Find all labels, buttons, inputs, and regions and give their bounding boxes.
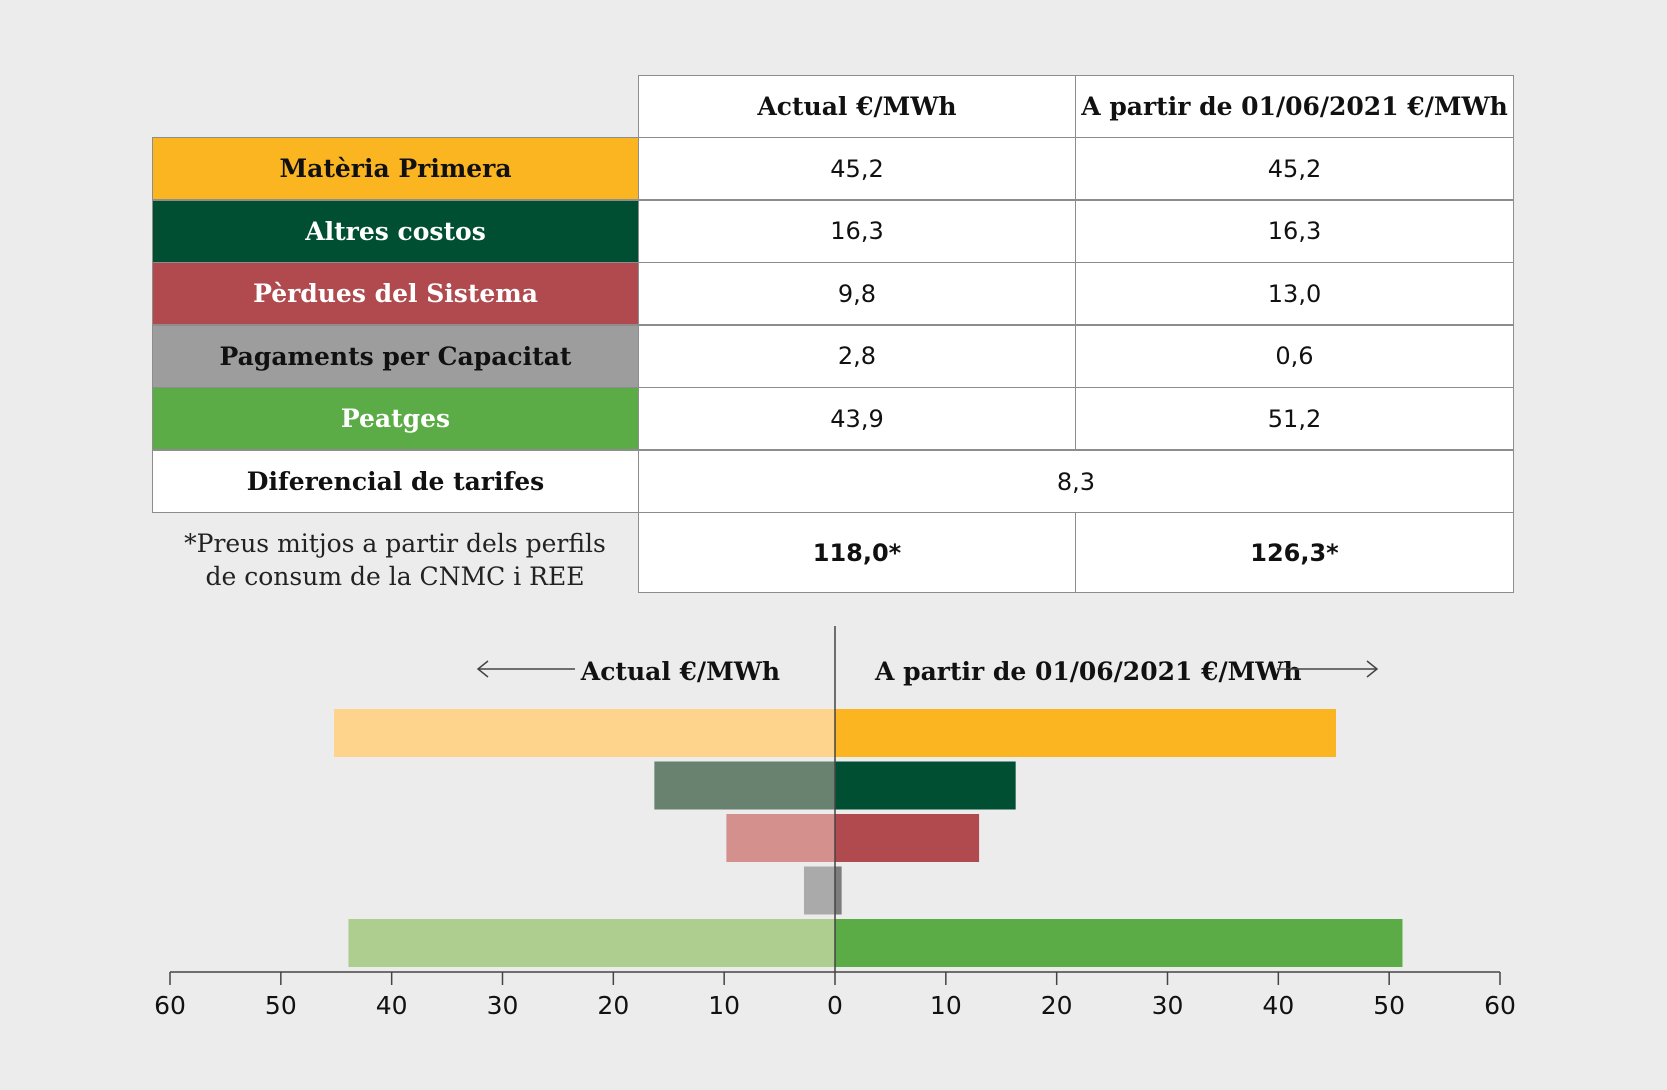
x-tick-label: 20: [1041, 991, 1073, 1020]
row-value-actual: 16,3: [638, 199, 1076, 263]
x-tick-label: 10: [930, 991, 962, 1020]
row-label: Pagaments per Capacitat: [152, 324, 639, 388]
left-title: Actual €/MWh: [580, 657, 780, 686]
footnote-line-1: *Preus mitjos a partir dels perfils: [184, 529, 606, 558]
bar-left: [803, 866, 835, 915]
row-value-new: 16,3: [1075, 199, 1514, 263]
row-value-new: 45,2: [1075, 137, 1514, 200]
row-value-actual: 45,2: [638, 137, 1076, 200]
x-axis-ticks: 60 50 40 30 20 10 0 10 20 30 40 50 60: [154, 972, 1516, 1020]
row-label: Altres costos: [152, 199, 639, 263]
row-label: Peatges: [152, 387, 639, 450]
row-value-new: 0,6: [1075, 324, 1514, 388]
bar-right: [835, 919, 1403, 967]
right-arrow: [1277, 660, 1379, 678]
bar-left: [654, 761, 835, 810]
row-label: Matèria Primera: [152, 137, 639, 200]
diff-row-value: 8,3: [638, 450, 1514, 513]
x-tick-label: 60: [154, 991, 186, 1020]
bar-right: [835, 761, 1016, 810]
col-header-actual: Actual €/MWh: [638, 75, 1076, 138]
bar-left: [334, 709, 835, 757]
row-label: Pèrdues del Sistema: [152, 262, 639, 325]
row-value-new: 51,2: [1075, 387, 1514, 450]
x-tick-label: 0: [827, 991, 843, 1020]
bar-left: [348, 919, 835, 967]
bar-right: [835, 814, 980, 862]
diff-row-label: Diferencial de tarifes: [152, 450, 639, 513]
row-value-actual: 9,8: [638, 262, 1076, 325]
x-tick-label: 50: [1373, 991, 1405, 1020]
x-tick-label: 60: [1484, 991, 1516, 1020]
total-actual: 118,0*: [638, 512, 1076, 593]
footnote-line-2: de consum de la CNMC i REE: [205, 562, 585, 591]
bar-right: [835, 709, 1336, 757]
x-tick-label: 40: [1262, 991, 1294, 1020]
x-tick-label: 30: [487, 991, 519, 1020]
x-tick-label: 40: [376, 991, 408, 1020]
left-arrow: [476, 660, 575, 678]
x-tick-label: 20: [597, 991, 629, 1020]
right-title: A partir de 01/06/2021 €/MWh: [874, 657, 1302, 686]
bars-group: [334, 709, 1403, 967]
x-tick-label: 10: [708, 991, 740, 1020]
footnote: *Preus mitjos a partir dels perfils de c…: [152, 520, 638, 600]
x-tick-label: 50: [265, 991, 297, 1020]
bar-right: [835, 866, 842, 915]
row-value-actual: 43,9: [638, 387, 1076, 450]
x-tick-label: 30: [1152, 991, 1184, 1020]
total-new: 126,3*: [1075, 512, 1514, 593]
bar-left: [726, 814, 835, 862]
